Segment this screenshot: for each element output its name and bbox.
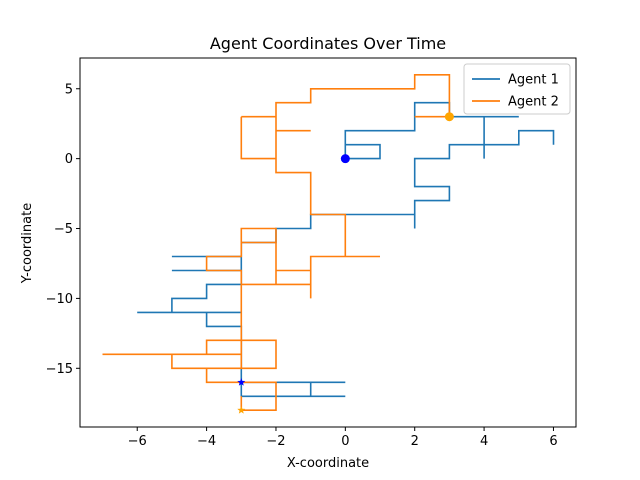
legend-label-agent-1: Agent 1 — [508, 73, 559, 88]
legend-label-agent-2: Agent 2 — [508, 95, 559, 110]
x-tick-label: −2 — [266, 434, 285, 449]
x-tick-label: −4 — [197, 434, 216, 449]
y-tick-label: 0 — [65, 152, 73, 167]
end-marker-agent-2 — [237, 406, 246, 414]
plot-area — [79, 57, 577, 428]
x-tick-label: −6 — [128, 434, 147, 449]
start-marker-agent-2 — [444, 112, 454, 122]
x-axis-title: X-coordinate — [287, 456, 369, 471]
x-tick-label: 6 — [549, 434, 557, 449]
series-line-agent-2 — [102, 74, 451, 411]
start-marker-agent-1 — [340, 154, 350, 164]
x-tick-label: 0 — [341, 434, 349, 449]
legend: Agent 1 Agent 2 — [463, 63, 571, 115]
y-tick-label: 5 — [65, 82, 73, 97]
chart-title: Agent Coordinates Over Time — [210, 34, 446, 53]
x-tick-label: 2 — [411, 434, 419, 449]
y-axis-title: Y-coordinate — [20, 203, 35, 284]
plot-frame — [79, 57, 577, 428]
series-line-agent-1 — [137, 101, 555, 398]
y-tick-label: −5 — [54, 222, 73, 237]
y-tick-label: −10 — [46, 292, 73, 307]
y-tick-label: −15 — [46, 362, 73, 377]
x-tick-label: 4 — [480, 434, 488, 449]
end-marker-agent-1 — [237, 378, 246, 386]
y-axis: −15 −10 −5 0 5 — [46, 82, 80, 377]
x-axis: −6 −4 −2 0 2 4 6 — [128, 427, 558, 449]
